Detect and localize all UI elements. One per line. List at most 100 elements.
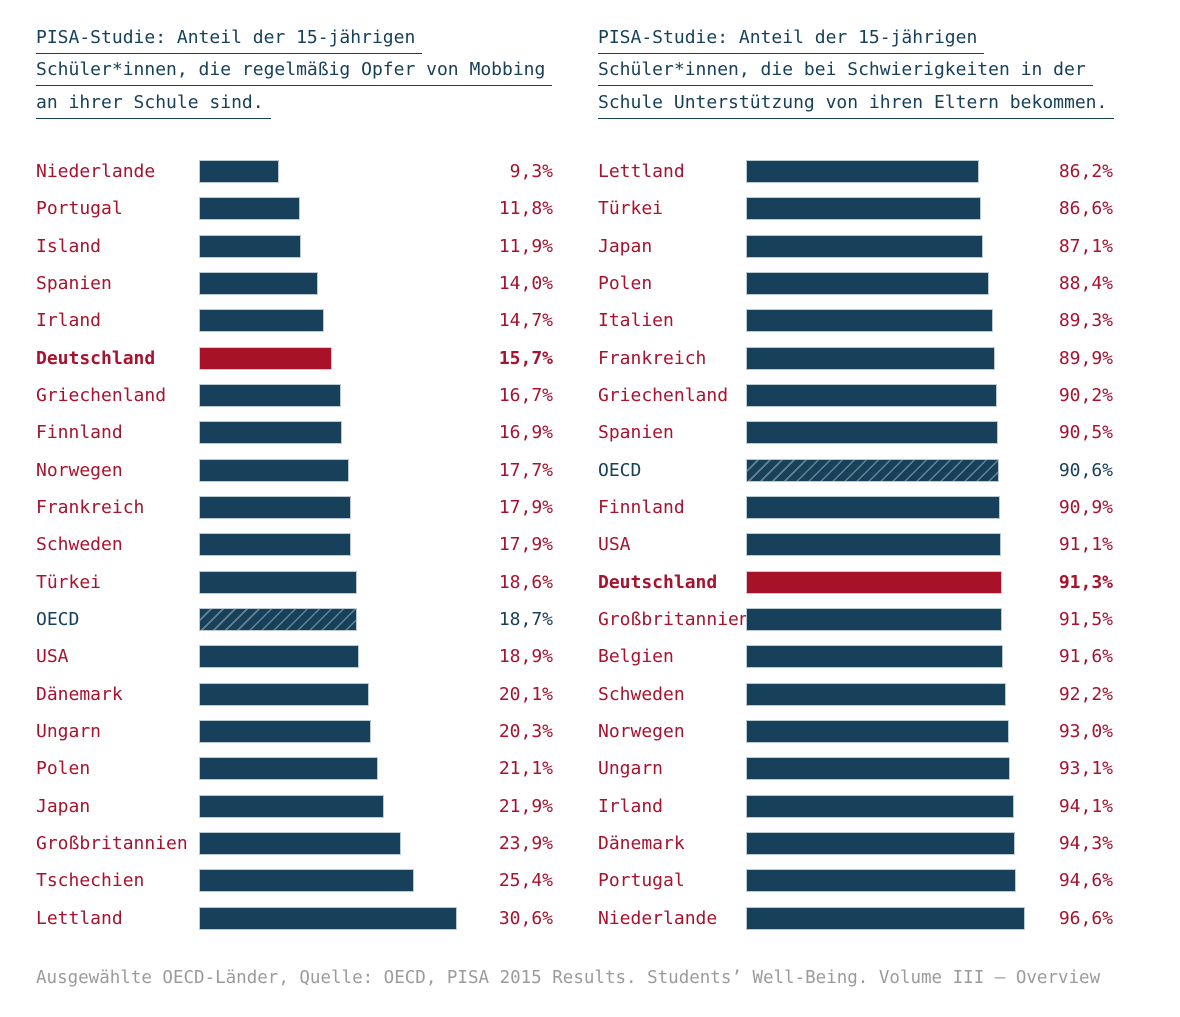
- value-label: 14,7%: [498, 310, 553, 332]
- value-label: 90,5%: [1058, 422, 1113, 444]
- country-label: Tschechien: [36, 870, 145, 892]
- bar-track: [199, 309, 458, 333]
- value-bar: [199, 906, 457, 930]
- value-label: 86,2%: [1058, 161, 1113, 183]
- title-line: Schüler*innen, die bei Schwierigkeiten i…: [598, 60, 1093, 87]
- value-label: 91,5%: [1058, 609, 1113, 631]
- value-label: 30,6%: [498, 907, 553, 929]
- country-label: USA: [36, 646, 69, 668]
- value-bar: [746, 272, 989, 296]
- value-label: 18,6%: [498, 571, 553, 593]
- chart-row: OECD 18,7%: [36, 601, 553, 638]
- country-label: Ungarn: [36, 721, 102, 743]
- value-label: 91,6%: [1058, 646, 1113, 668]
- chart-row: Tschechien 25,4%: [36, 862, 553, 899]
- value-label: 21,9%: [498, 795, 553, 817]
- bar-track: [199, 496, 458, 520]
- country-label: Griechenland: [598, 385, 729, 407]
- country-label: Polen: [598, 273, 653, 295]
- value-bar: [746, 197, 981, 221]
- value-label: 91,1%: [1058, 534, 1113, 556]
- country-label: Lettland: [598, 161, 685, 183]
- highlight-bar: [199, 346, 333, 370]
- bar-track: [746, 234, 1025, 258]
- bar-track: [746, 533, 1025, 557]
- chart-row: Schweden 92,2%: [598, 676, 1113, 713]
- chart-row: Spanien 14,0%: [36, 265, 553, 302]
- chart-row: Dänemark 20,1%: [36, 676, 553, 713]
- country-label: Deutschland: [598, 571, 718, 593]
- value-label: 9,3%: [509, 161, 553, 183]
- country-label: Ungarn: [598, 758, 664, 780]
- country-label: Island: [36, 235, 102, 257]
- value-label: 18,9%: [498, 646, 553, 668]
- value-bar: [746, 757, 1010, 781]
- bar-track: [746, 421, 1025, 445]
- value-label: 18,7%: [498, 609, 553, 631]
- bar-track: [746, 346, 1025, 370]
- country-label: Spanien: [36, 273, 112, 295]
- value-label: 93,0%: [1058, 721, 1113, 743]
- country-label: Frankreich: [36, 497, 145, 519]
- value-label: 96,6%: [1058, 907, 1113, 929]
- value-label: 17,9%: [498, 497, 553, 519]
- chart-row: Norwegen 17,7%: [36, 452, 553, 489]
- chart-row: Belgien 91,6%: [598, 638, 1113, 675]
- value-label: 16,9%: [498, 422, 553, 444]
- bar-track: [746, 608, 1025, 632]
- chart-row: USA 91,1%: [598, 526, 1113, 563]
- bar-track: [746, 794, 1025, 818]
- value-label: 11,9%: [498, 235, 553, 257]
- bar-track: [199, 794, 458, 818]
- value-bar: [199, 757, 378, 781]
- chart-row: Griechenland 16,7%: [36, 377, 553, 414]
- bar-track: [746, 757, 1025, 781]
- value-bar: [199, 794, 385, 818]
- bar-track: [746, 645, 1025, 669]
- country-label: Polen: [36, 758, 91, 780]
- country-label: Dänemark: [36, 683, 123, 705]
- country-label: Großbritannien: [36, 833, 188, 855]
- value-bar: [746, 346, 996, 370]
- chart-row: Lettland 30,6%: [36, 900, 553, 937]
- value-bar: [199, 496, 351, 520]
- chart-row: Ungarn 93,1%: [598, 750, 1113, 787]
- bullying-chart-title: PISA-Studie: Anteil der 15-jährigen Schü…: [36, 28, 553, 119]
- country-label: OECD: [598, 459, 642, 481]
- country-label: Niederlande: [36, 161, 156, 183]
- chart-row: Japan 87,1%: [598, 228, 1113, 265]
- value-bar: [199, 720, 371, 744]
- oecd-hatched-bar: [746, 458, 999, 482]
- chart-row: Frankreich 89,9%: [598, 340, 1113, 377]
- value-bar: [746, 496, 1000, 520]
- value-bar: [199, 869, 414, 893]
- bar-track: [199, 160, 458, 184]
- value-label: 93,1%: [1058, 758, 1113, 780]
- value-label: 15,7%: [498, 347, 553, 369]
- value-label: 90,9%: [1058, 497, 1113, 519]
- value-bar: [746, 645, 1003, 669]
- parent-support-chart: PISA-Studie: Anteil der 15-jährigen Schü…: [598, 28, 1115, 930]
- bar-track: [199, 197, 458, 221]
- value-label: 86,6%: [1058, 198, 1113, 220]
- bar-track: [746, 906, 1025, 930]
- country-label: Lettland: [36, 907, 123, 929]
- bar-track: [199, 720, 458, 744]
- country-label: Irland: [598, 795, 664, 817]
- value-label: 90,6%: [1058, 459, 1113, 481]
- country-label: Finnland: [36, 422, 123, 444]
- value-label: 90,2%: [1058, 385, 1113, 407]
- value-bar: [199, 309, 324, 333]
- chart-row: Island 11,9%: [36, 228, 553, 265]
- chart-row: Portugal 11,8%: [36, 190, 553, 227]
- bar-track: [199, 272, 458, 296]
- country-label: Japan: [36, 795, 91, 817]
- value-label: 17,7%: [498, 459, 553, 481]
- country-label: Japan: [598, 235, 653, 257]
- parent-support-chart-title: PISA-Studie: Anteil der 15-jährigen Schü…: [598, 28, 1115, 119]
- bar-track: [199, 533, 458, 557]
- chart-row: Niederlande 96,6%: [598, 900, 1113, 937]
- bar-track: [746, 458, 1025, 482]
- title-line: an ihrer Schule sind.: [36, 92, 271, 119]
- bar-track: [199, 570, 458, 594]
